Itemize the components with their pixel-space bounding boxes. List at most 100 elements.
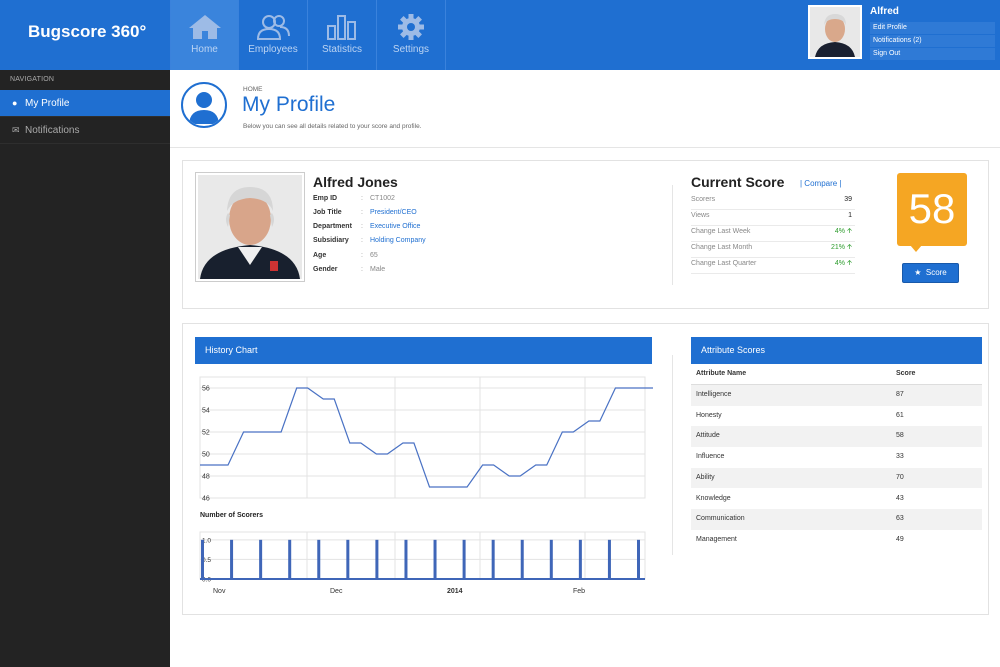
profile-photo [195,172,305,282]
nav-employees-label: Employees [248,44,298,55]
scorers-bar [317,539,321,579]
table-row[interactable]: Ability 70 [691,467,982,489]
scorers-bar [520,539,524,579]
score-button[interactable]: ★ Score [902,263,959,283]
sign-out-link[interactable]: Sign Out [870,48,995,60]
profile-header-icon [181,82,227,128]
month-label: 2014 [447,588,463,595]
bar-chart-icon [327,15,356,40]
profile-photo-image [198,175,302,279]
history-chart-title: History Chart [195,337,652,364]
score-row-change-month: Change Last Month 21% 🡩 [691,242,855,258]
col-score[interactable]: Score [896,370,916,377]
arrow-up-icon: 🡩 [846,260,852,267]
attribute-table-header: Attribute Name Score [691,365,982,385]
scorers-bar [578,539,582,579]
field-separator: : [361,266,363,273]
field-value: 65 [370,252,378,259]
table-row[interactable]: Knowledge 43 [691,489,982,510]
scorers-bar [259,539,263,579]
breadcrumb[interactable]: HOME [243,86,263,93]
attribute-score: 63 [896,515,904,523]
history-plot-frame [199,376,646,499]
score-row-value: 21% 🡩 [831,242,852,254]
field-separator: : [361,195,363,202]
user-icon [189,92,219,124]
users-icon [256,15,290,40]
attribute-score: 70 [896,473,904,481]
score-row-label: Scorers [691,196,716,203]
sidebar-item-label: Notifications [25,125,80,136]
field-department: Department: Executive Office [313,223,420,235]
scorers-chart-title: Number of Scorers [200,512,263,519]
month-label: Nov [213,588,226,595]
scorers-bar [230,539,234,579]
field-value[interactable]: President/CEO [370,209,417,216]
field-gender: Gender: Male [313,266,385,278]
attribute-name: Attitude [696,432,720,440]
scorers-bar [433,539,437,579]
arrow-up-icon: 🡩 [846,228,852,235]
col-attribute-name[interactable]: Attribute Name [696,370,747,377]
sidebar-item-notifications[interactable]: ✉ Notifications [0,117,170,144]
score-row-change-quarter: Change Last Quarter 4% 🡩 [691,258,855,274]
user-name: Alfred [870,6,899,17]
table-row[interactable]: Influence 33 [691,447,982,468]
history-ytick-label: 50 [202,452,210,459]
attribute-name: Honesty [696,411,722,419]
score-button-label: Score [925,268,947,277]
nav-settings[interactable]: Settings [377,0,446,70]
attribute-name: Intelligence [696,391,732,398]
table-row[interactable]: Communication 63 [691,509,982,530]
scorers-bar [346,539,350,579]
score-row-value: 4% 🡩 [835,258,852,270]
sidebar-item-my-profile[interactable]: ● My Profile [0,90,170,117]
header-divider [170,147,1000,148]
app-title[interactable]: Bugscore 360° [28,22,147,41]
field-value[interactable]: Holding Company [370,237,426,244]
panel-divider [672,355,673,555]
month-label: Feb [573,588,585,595]
user-avatar[interactable] [808,5,862,59]
history-ytick-label: 54 [202,408,210,415]
attribute-name: Management [696,535,737,543]
gear-icon [398,14,424,40]
score-row-scorers: Scorers 39 [691,194,855,210]
score-row-label: Change Last Week [691,228,751,235]
attribute-score: 58 [896,432,904,440]
compare-link[interactable]: | Compare | [800,179,842,188]
attribute-name: Ability [696,473,715,481]
field-value[interactable]: Executive Office [370,223,421,230]
field-emp-id: Emp ID: CT1002 [313,195,395,207]
table-row[interactable]: Attitude 58 [691,426,982,448]
edit-profile-link[interactable]: Edit Profile [870,22,995,34]
score-row-value: 39 [844,196,852,203]
user-menu: Edit Profile Notifications (2) Sign Out [870,22,995,61]
field-value: Male [370,266,386,273]
page-title: My Profile [242,93,336,116]
envelope-icon: ✉ [12,125,20,135]
sidebar-item-label: My Profile [25,98,70,109]
nav-statistics[interactable]: Statistics [308,0,377,70]
month-label: Dec [330,588,343,595]
history-ytick-label: 48 [202,474,210,481]
top-bar: Bugscore 360° Home Employees Statistics … [0,0,1000,70]
score-change-value: 4% [834,260,846,267]
score-badge-pointer [910,245,922,252]
score-row-change-week: Change Last Week 4% 🡩 [691,226,855,242]
score-row-label: Change Last Quarter [691,260,757,267]
notifications-link[interactable]: Notifications (2) [870,35,995,47]
history-series-line [200,387,653,488]
attribute-score: 87 [896,391,904,398]
table-row[interactable]: Honesty 61 [691,406,982,427]
profile-panel [182,160,989,309]
attribute-score: 33 [896,453,904,461]
table-row[interactable]: Management 49 [691,530,982,551]
field-separator: : [361,252,363,259]
nav-statistics-label: Statistics [321,44,362,55]
nav-employees[interactable]: Employees [239,0,308,70]
table-row[interactable]: Intelligence 87 [691,385,982,406]
field-label: Age [313,252,327,259]
nav-home[interactable]: Home [170,0,239,70]
